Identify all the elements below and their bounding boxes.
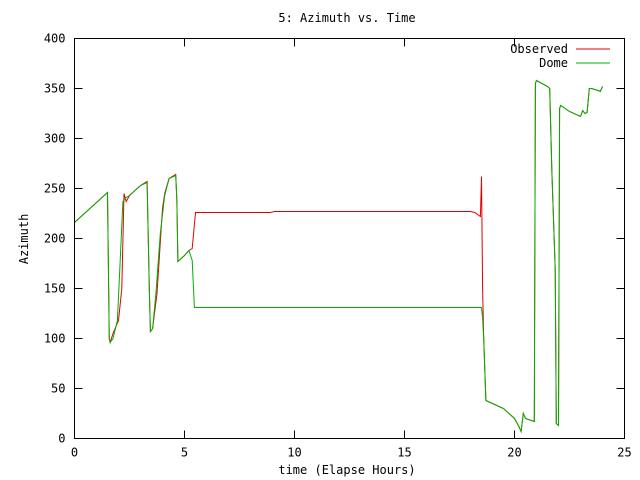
chart-title: 5: Azimuth vs. Time	[278, 11, 415, 25]
y-tick-label: 350	[44, 82, 66, 96]
y-tick-label: 100	[44, 332, 66, 346]
y-tick-label: 150	[44, 282, 66, 296]
y-tick-label: 400	[44, 32, 66, 46]
series-line-observed	[74, 79, 603, 434]
legend-label-dome: Dome	[539, 56, 568, 70]
legend-label-observed: Observed	[510, 42, 568, 56]
x-tick-label: 10	[287, 446, 301, 460]
y-tick-label: 250	[44, 182, 66, 196]
x-axis-label: time (Elapse Hours)	[278, 463, 415, 477]
series-layer	[74, 79, 603, 434]
y-tick-label: 200	[44, 232, 66, 246]
y-tick-label: 300	[44, 132, 66, 146]
series-line-dome	[74, 79, 603, 434]
y-axis-ticks: 0 50 100 150 200 250 300 350 400	[44, 32, 625, 446]
x-axis-ticks: 0 5 10 15 20 25	[71, 38, 632, 460]
x-tick-label: 5	[181, 446, 188, 460]
y-tick-label: 0	[58, 432, 65, 446]
plot-frame	[74, 38, 625, 439]
x-tick-label: 0	[71, 446, 78, 460]
y-tick-label: 50	[51, 382, 65, 396]
y-axis-label: Azimuth	[17, 214, 31, 265]
x-tick-label: 15	[397, 446, 411, 460]
x-tick-label: 20	[507, 446, 521, 460]
x-tick-label: 25	[617, 446, 631, 460]
